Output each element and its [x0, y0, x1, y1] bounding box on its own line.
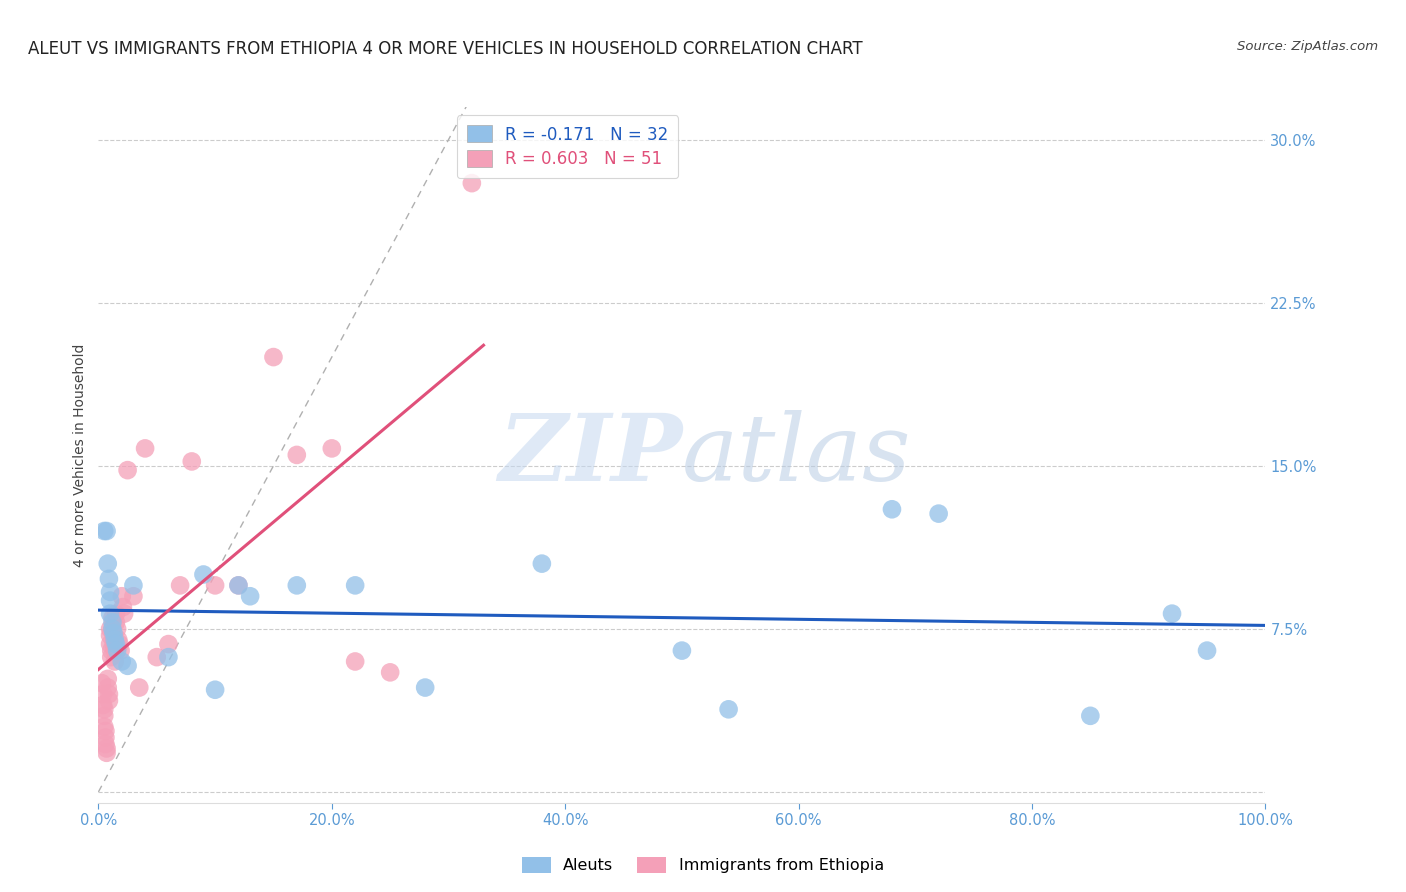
Point	[111, 655, 134, 669]
Point	[134, 442, 156, 456]
Point	[717, 702, 740, 716]
Point	[100, 650, 122, 665]
Point	[101, 611, 124, 625]
Point	[193, 567, 215, 582]
Point	[530, 557, 553, 571]
Point	[94, 731, 117, 745]
Point	[98, 637, 121, 651]
Point	[96, 741, 118, 756]
Point	[103, 628, 125, 642]
Point	[239, 589, 262, 603]
Point	[285, 448, 308, 462]
Point	[128, 681, 150, 695]
Point	[97, 572, 120, 586]
Point	[105, 643, 128, 657]
Point	[108, 637, 131, 651]
Point	[204, 578, 226, 592]
Point	[117, 463, 139, 477]
Point	[157, 637, 180, 651]
Point	[380, 665, 402, 680]
Point	[90, 676, 112, 690]
Point	[180, 454, 202, 468]
Point	[97, 693, 120, 707]
Point	[122, 578, 145, 592]
Point	[1080, 708, 1102, 723]
Point	[98, 593, 121, 607]
Point	[100, 643, 122, 657]
Point	[105, 622, 128, 636]
Text: atlas: atlas	[682, 410, 911, 500]
Point	[104, 637, 127, 651]
Point	[93, 720, 115, 734]
Legend: Aleuts, Immigrants from Ethiopia: Aleuts, Immigrants from Ethiopia	[516, 850, 890, 880]
Point	[104, 643, 127, 657]
Point	[344, 578, 367, 592]
Text: Source: ZipAtlas.com: Source: ZipAtlas.com	[1237, 40, 1378, 54]
Point	[111, 600, 134, 615]
Point	[112, 607, 135, 621]
Point	[110, 643, 132, 657]
Point	[228, 578, 250, 592]
Point	[413, 681, 436, 695]
Point	[204, 682, 226, 697]
Point	[96, 524, 118, 538]
Point	[146, 650, 169, 665]
Point	[98, 607, 121, 621]
Point	[104, 655, 127, 669]
Point	[103, 637, 125, 651]
Point	[98, 622, 121, 636]
Point	[93, 524, 115, 538]
Point	[111, 589, 134, 603]
Point	[101, 622, 124, 636]
Point	[285, 578, 308, 592]
Point	[101, 622, 124, 636]
Point	[157, 650, 180, 665]
Point	[103, 626, 125, 640]
Point	[98, 628, 121, 642]
Point	[461, 176, 484, 190]
Point	[880, 502, 903, 516]
Point	[1161, 607, 1184, 621]
Point	[228, 578, 250, 592]
Point	[101, 615, 124, 630]
Point	[97, 672, 120, 686]
Point	[107, 632, 129, 647]
Point	[94, 737, 117, 751]
Point	[97, 687, 120, 701]
Point	[91, 687, 114, 701]
Point	[96, 746, 118, 760]
Point	[169, 578, 191, 592]
Point	[97, 681, 120, 695]
Point	[262, 350, 284, 364]
Text: ZIP: ZIP	[498, 410, 682, 500]
Point	[91, 698, 114, 712]
Point	[97, 557, 120, 571]
Point	[104, 607, 127, 621]
Point	[928, 507, 950, 521]
Text: ALEUT VS IMMIGRANTS FROM ETHIOPIA 4 OR MORE VEHICLES IN HOUSEHOLD CORRELATION CH: ALEUT VS IMMIGRANTS FROM ETHIOPIA 4 OR M…	[28, 40, 863, 58]
Legend: R = -0.171   N = 32, R = 0.603   N = 51: R = -0.171 N = 32, R = 0.603 N = 51	[457, 115, 679, 178]
Point	[94, 724, 117, 739]
Y-axis label: 4 or more Vehicles in Household: 4 or more Vehicles in Household	[73, 343, 87, 566]
Point	[93, 702, 115, 716]
Point	[98, 585, 121, 599]
Point	[671, 643, 693, 657]
Point	[344, 655, 367, 669]
Point	[104, 632, 127, 647]
Point	[321, 442, 343, 456]
Point	[93, 708, 115, 723]
Point	[122, 589, 145, 603]
Point	[104, 615, 127, 630]
Point	[1195, 643, 1218, 657]
Point	[117, 658, 139, 673]
